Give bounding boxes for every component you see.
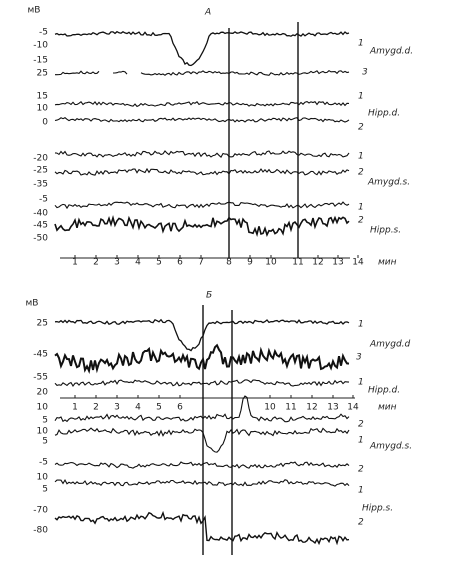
trace-label: 2 bbox=[358, 216, 364, 226]
y-label: -25 bbox=[33, 166, 48, 176]
trace-label: 2 bbox=[358, 420, 364, 430]
x-label: 14 bbox=[347, 403, 359, 413]
trace bbox=[54, 343, 350, 374]
trace-label: Amygd.s. bbox=[369, 442, 412, 452]
trace-label: 1 bbox=[358, 378, 364, 388]
trace bbox=[54, 478, 350, 487]
y-label: -45 bbox=[33, 221, 48, 231]
trace bbox=[54, 427, 350, 453]
x-label: 7 bbox=[198, 258, 204, 268]
trace bbox=[54, 150, 350, 158]
trace-label: Amygd.d. bbox=[369, 47, 413, 57]
y-label: -50 bbox=[33, 234, 48, 244]
y-label: -70 bbox=[33, 506, 48, 516]
y-label: 25 bbox=[37, 319, 48, 329]
y-label: 10 bbox=[37, 403, 49, 413]
y-label: 10 bbox=[37, 473, 49, 483]
trace-label: 2 bbox=[358, 465, 364, 475]
trace bbox=[54, 201, 350, 210]
unit-label: мВ bbox=[28, 6, 41, 16]
trace-label: 1 bbox=[358, 203, 364, 213]
trace-label: Hipp.s. bbox=[370, 226, 401, 236]
x-label: 2 bbox=[93, 258, 99, 268]
trace bbox=[54, 215, 350, 238]
y-label: 25 bbox=[37, 69, 48, 79]
trace bbox=[54, 379, 350, 387]
x-label: 4 bbox=[135, 403, 141, 413]
trace-label: 1 bbox=[358, 436, 364, 446]
trace-label: 1 bbox=[358, 320, 364, 330]
trace bbox=[54, 395, 350, 423]
trace bbox=[54, 318, 350, 352]
x-label: 1 bbox=[72, 258, 78, 268]
x-label: 3 bbox=[114, 403, 120, 413]
trace-label: Amygd.s. bbox=[367, 178, 410, 188]
trace-label: Hipp.d. bbox=[368, 109, 400, 119]
x-label: 13 bbox=[332, 258, 343, 268]
trace-label: 2 bbox=[358, 123, 364, 133]
x-unit: мин bbox=[378, 258, 397, 268]
y-label: -55 bbox=[33, 373, 48, 383]
trace bbox=[54, 30, 350, 67]
y-label: 15 bbox=[37, 92, 48, 102]
y-label: 20 bbox=[37, 388, 49, 398]
y-label: 0 bbox=[42, 118, 48, 128]
y-label: 10 bbox=[37, 104, 49, 114]
trace bbox=[54, 167, 350, 176]
y-label: -35 bbox=[33, 180, 48, 190]
trace bbox=[54, 117, 350, 123]
y-label: -5 bbox=[39, 458, 48, 468]
trace-label: Amygd.d bbox=[369, 340, 411, 350]
y-label: -45 bbox=[33, 350, 48, 360]
x-label: 13 bbox=[327, 403, 338, 413]
trace-label: 3 bbox=[362, 68, 368, 78]
y-label: -5 bbox=[39, 195, 48, 205]
x-label: 3 bbox=[114, 258, 120, 268]
x-label: 14 bbox=[352, 258, 364, 268]
trace bbox=[54, 510, 350, 546]
x-label: 2 bbox=[93, 403, 99, 413]
trace bbox=[54, 100, 350, 108]
unit-label: мВ bbox=[26, 299, 39, 309]
y-label: -40 bbox=[33, 209, 48, 219]
x-label: 4 bbox=[135, 258, 141, 268]
trace-label: 2 bbox=[358, 518, 364, 528]
panel-label: Б bbox=[206, 291, 212, 301]
y-label: -20 bbox=[33, 154, 48, 164]
x-label: 1 bbox=[72, 403, 78, 413]
trace-label: Hipp.s. bbox=[362, 504, 393, 514]
x-unit: мин bbox=[378, 403, 397, 413]
trace-label: Hipp.d. bbox=[368, 386, 400, 396]
trace bbox=[54, 461, 350, 469]
x-label: 12 bbox=[312, 258, 323, 268]
y-label: -80 bbox=[33, 526, 48, 536]
x-label: 10 bbox=[265, 258, 277, 268]
trace bbox=[55, 70, 350, 76]
trace-label: 1 bbox=[358, 486, 364, 496]
x-label: 6 bbox=[177, 403, 183, 413]
y-label: 5 bbox=[42, 437, 48, 447]
x-label: 11 bbox=[285, 403, 296, 413]
y-label: -15 bbox=[33, 56, 48, 66]
x-label: 8 bbox=[226, 258, 232, 268]
x-label: 11 bbox=[292, 258, 303, 268]
y-label: 5 bbox=[42, 485, 48, 495]
x-label: 5 bbox=[156, 258, 162, 268]
y-label: 10 bbox=[37, 427, 49, 437]
trace-label: 1 bbox=[358, 92, 364, 102]
panel-label: А bbox=[204, 8, 211, 18]
x-label: 12 bbox=[306, 403, 317, 413]
trace-label: 1 bbox=[358, 39, 364, 49]
trace-label: 1 bbox=[358, 152, 364, 162]
trace-label: 2 bbox=[358, 168, 364, 178]
y-label: -5 bbox=[39, 28, 48, 38]
y-label: -10 bbox=[33, 41, 48, 51]
x-label: 10 bbox=[264, 403, 276, 413]
y-label: 5 bbox=[42, 416, 48, 426]
x-label: 9 bbox=[247, 258, 253, 268]
x-label: 6 bbox=[177, 258, 183, 268]
trace-label: 3 bbox=[356, 353, 362, 363]
x-label: 5 bbox=[156, 403, 162, 413]
